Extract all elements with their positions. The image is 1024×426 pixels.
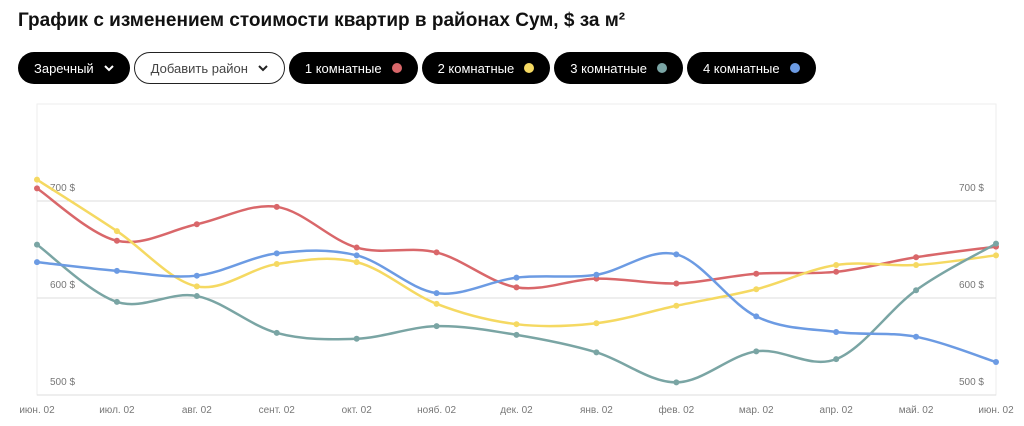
legend-button[interactable]: 3 комнатные <box>554 52 683 84</box>
point <box>273 261 280 268</box>
point <box>193 283 200 290</box>
x-tick-label: июн. 02 <box>19 405 55 416</box>
point <box>993 243 999 250</box>
point <box>113 298 120 305</box>
point <box>113 228 120 235</box>
point <box>433 290 440 297</box>
point <box>913 262 920 269</box>
point <box>593 271 600 278</box>
series-line <box>36 178 997 328</box>
point <box>193 272 200 279</box>
point <box>593 320 600 327</box>
legend-dot <box>789 63 800 73</box>
point <box>993 252 999 259</box>
series-line <box>36 249 997 364</box>
point <box>273 203 280 210</box>
point <box>433 300 440 307</box>
y-tick-label-right: 600 $ <box>959 280 984 291</box>
district-label: Заречный <box>34 60 94 76</box>
x-tick-label: фев. 02 <box>658 404 694 416</box>
point <box>273 250 280 257</box>
series-line <box>36 242 997 384</box>
point <box>673 251 680 258</box>
point <box>993 359 999 366</box>
legend-label: 2 комнатные <box>437 60 515 76</box>
point <box>673 302 680 309</box>
point <box>273 329 280 336</box>
x-tick-label: июн. 02 <box>978 405 1014 416</box>
point <box>833 356 840 363</box>
point <box>353 244 360 251</box>
y-tick-label: 600 $ <box>50 280 75 291</box>
legend-dot <box>524 63 535 73</box>
y-tick-label: 700 $ <box>50 183 75 194</box>
point <box>913 287 920 294</box>
point <box>593 275 600 282</box>
point <box>193 221 200 228</box>
point <box>353 335 360 342</box>
x-tick-label: сент. 02 <box>259 405 296 416</box>
series-line <box>36 187 997 290</box>
point <box>513 274 520 281</box>
point <box>353 252 360 259</box>
legend-button[interactable]: 2 комнатные <box>421 52 551 84</box>
point <box>913 254 920 261</box>
point <box>753 348 760 355</box>
legend-label: 3 комнатные <box>570 60 647 76</box>
point <box>193 293 200 300</box>
point <box>593 349 600 356</box>
legend-label: 1 комнатные <box>304 60 382 76</box>
add-district[interactable]: Добавить район <box>133 52 285 84</box>
x-tick-label: авг. 02 <box>182 405 212 416</box>
point <box>353 259 360 266</box>
x-tick-label: май. 02 <box>899 405 934 416</box>
point <box>833 262 840 269</box>
legend-dot <box>656 63 667 73</box>
x-tick-label: нояб. 02 <box>417 404 456 416</box>
legend-button[interactable]: 4 комнатные <box>686 52 816 84</box>
point <box>513 321 520 328</box>
x-tick-label: апр. 02 <box>820 405 854 416</box>
add-district-label: Добавить район <box>150 60 248 76</box>
point <box>433 323 440 330</box>
point <box>34 176 40 183</box>
point <box>753 286 760 293</box>
x-tick-label: окт. 02 <box>342 405 373 416</box>
y-tick-label: 500 $ <box>50 377 75 388</box>
point <box>513 331 520 338</box>
point <box>433 249 440 256</box>
district-select[interactable]: Заречный <box>18 52 130 84</box>
point <box>34 241 40 248</box>
y-tick-label-right: 700 $ <box>959 183 984 194</box>
plot-frame <box>36 103 997 396</box>
x-tick-label: мар. 02 <box>739 405 774 416</box>
chart-title: График с изменением стоимости квартир в … <box>18 10 626 31</box>
legend-button[interactable]: 1 комнатные <box>288 52 418 84</box>
legend-dot <box>391 63 402 73</box>
point <box>113 237 120 244</box>
point <box>34 185 40 192</box>
chevron <box>258 65 268 72</box>
point <box>34 259 40 266</box>
x-tick-label: июл. 02 <box>99 405 135 416</box>
point <box>113 267 120 274</box>
point <box>833 328 840 335</box>
x-tick-label: янв. 02 <box>580 405 613 416</box>
x-tick-label: дек. 02 <box>500 405 533 416</box>
point <box>673 379 680 386</box>
point <box>673 280 680 287</box>
y-tick-label-right: 500 $ <box>959 377 984 388</box>
point <box>753 313 760 320</box>
point <box>833 268 840 275</box>
toolbar: Заречный Добавить район 1 комнатные 2 ком… <box>18 52 816 84</box>
legend-label: 4 комнатные <box>702 60 780 76</box>
point <box>513 284 520 291</box>
point <box>993 240 999 247</box>
point <box>913 333 920 340</box>
point <box>753 270 760 277</box>
chevron <box>103 65 114 72</box>
